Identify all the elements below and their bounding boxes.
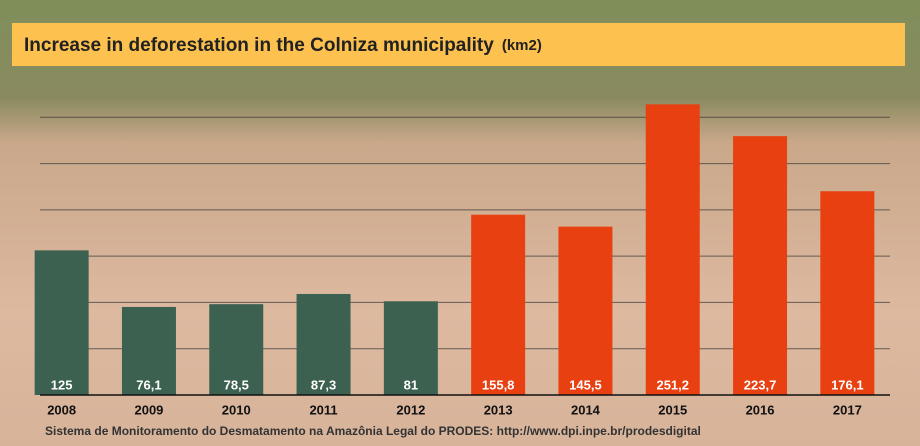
x-tick-label: 2014 <box>571 402 601 417</box>
value-label: 78,5 <box>224 377 249 392</box>
bar <box>34 250 89 395</box>
bar <box>471 214 526 395</box>
x-tick-label: 2015 <box>658 402 687 417</box>
x-tick-label: 2010 <box>222 402 251 417</box>
value-label: 81 <box>404 377 418 392</box>
value-label: 155,8 <box>482 377 515 392</box>
x-tick-label: 2013 <box>484 402 513 417</box>
value-label: 251,2 <box>656 377 689 392</box>
bar <box>558 226 613 395</box>
x-tick-label: 2011 <box>309 402 337 417</box>
bar <box>209 304 264 395</box>
x-tick-label: 2012 <box>396 402 425 417</box>
value-label: 87,3 <box>311 377 336 392</box>
value-label: 76,1 <box>136 377 161 392</box>
bar <box>645 104 700 395</box>
value-label: 176,1 <box>831 377 864 392</box>
unit-label: (km2) <box>502 37 542 54</box>
x-tick-label: 2008 <box>47 402 76 417</box>
x-tick-label: 2017 <box>833 402 862 417</box>
value-label: 125 <box>51 377 73 392</box>
title-box <box>12 23 905 66</box>
bar <box>296 293 351 395</box>
bar <box>383 301 438 395</box>
chart-title: Increase in deforestation in the Colniza… <box>24 35 494 56</box>
value-label: 145,5 <box>569 377 602 392</box>
value-label: 223,7 <box>744 377 777 392</box>
bar <box>820 191 875 395</box>
x-tick-label: 2009 <box>134 402 163 417</box>
bar <box>733 136 788 395</box>
source-note: Sistema de Monitoramento do Desmatamento… <box>45 424 701 438</box>
bar <box>121 306 176 395</box>
x-tick-label: 2016 <box>746 402 775 417</box>
